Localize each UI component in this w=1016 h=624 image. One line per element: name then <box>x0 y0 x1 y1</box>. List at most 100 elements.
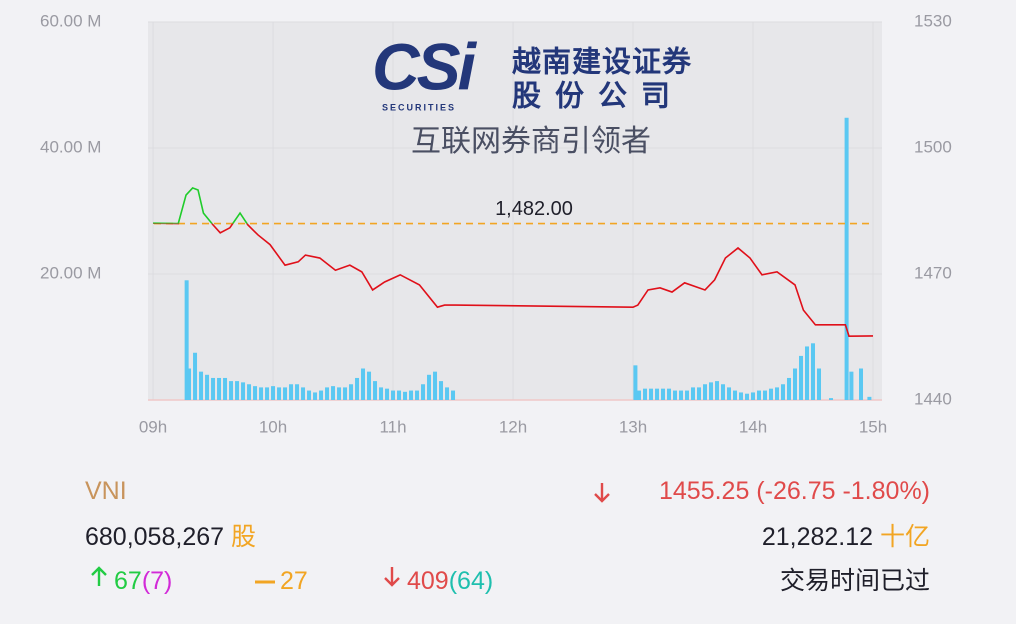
up-arrow <box>91 566 107 586</box>
logo-name: 越南建设证券 <box>512 46 692 79</box>
x-tick-label: 11h <box>379 417 406 436</box>
reference-label: 1,482.00 <box>495 198 573 220</box>
volume-bar <box>403 391 408 400</box>
volume-bar <box>331 386 336 400</box>
volume-bar <box>633 365 638 400</box>
down-arrow <box>594 483 610 503</box>
y-tick-label: 1500 <box>914 137 952 156</box>
volume-bar <box>433 371 438 400</box>
volume-bar <box>451 390 456 400</box>
turnover: 21,282.12 十亿 <box>762 522 930 552</box>
volume-bar <box>661 388 666 400</box>
volume-bar <box>685 390 690 400</box>
index-name: VNI <box>85 477 127 505</box>
volume-bar <box>223 377 228 400</box>
volume-bar <box>421 384 426 400</box>
x-tick-label: 09h <box>139 417 167 436</box>
index-change: 1455.25 (-26.75 -1.80%) <box>658 477 930 505</box>
volume-bar <box>859 368 864 400</box>
volume-bar <box>247 384 252 400</box>
volume-bar <box>319 390 324 400</box>
volume-bar <box>709 382 714 400</box>
volume-bar <box>844 117 849 400</box>
advances-count: 67 <box>114 567 142 595</box>
status: 交易时间已过 <box>779 567 930 595</box>
volume-bar <box>325 387 330 400</box>
volume-bar <box>307 390 312 400</box>
volume-bar <box>811 343 816 400</box>
volume-bar <box>745 393 750 400</box>
volume-bar <box>193 352 198 400</box>
volume-bar <box>445 387 450 400</box>
volume-bar <box>727 387 732 400</box>
volume-bar <box>721 384 726 400</box>
plot-area <box>148 22 882 400</box>
volume-bar <box>649 388 654 400</box>
volume-bar <box>205 374 210 400</box>
advances: 67(7) <box>114 566 172 596</box>
volume-bar <box>643 388 648 400</box>
y2-tick-label: 20.00 M <box>40 263 101 282</box>
volume-bar <box>361 368 366 400</box>
declines-count: 409 <box>407 567 449 595</box>
volume-bar <box>805 346 810 400</box>
volume-bar <box>867 396 872 400</box>
volume-bar <box>799 355 804 400</box>
volume-bar <box>733 390 738 400</box>
unchanged: 27 <box>280 567 308 595</box>
volume-bar <box>265 387 270 400</box>
volume-bar <box>655 388 660 400</box>
volume-bar <box>385 388 390 400</box>
volume-bar <box>817 368 822 400</box>
logo-tagline: SECURITIES <box>382 102 456 112</box>
volume-bar <box>781 384 786 400</box>
turnover-value: 21,282.12 <box>761 523 874 551</box>
x-tick-label: 12h <box>499 417 527 436</box>
logo-name: 股份公司 <box>512 80 684 113</box>
volume-bar <box>409 390 414 400</box>
y-tick-label: 1440 <box>914 389 952 408</box>
volume-bar <box>259 387 264 400</box>
volume-bar <box>793 368 798 400</box>
volume-bar <box>673 390 678 400</box>
volume-bar <box>217 377 222 400</box>
volume-bar <box>349 384 354 400</box>
volume-bar <box>439 381 444 400</box>
y-tick-label: 1530 <box>914 11 952 30</box>
volume-bar <box>763 390 768 400</box>
volume-bar <box>301 387 306 400</box>
flat-dash <box>255 580 275 584</box>
volume-bar <box>751 392 756 400</box>
volume-bar <box>229 381 234 400</box>
volume-bar <box>427 374 432 400</box>
volume-bar <box>667 388 672 400</box>
volume-bar <box>313 392 318 400</box>
volume: 680,058,267 股 <box>85 522 256 552</box>
volume-bar <box>337 387 342 400</box>
y-tick-label: 1470 <box>914 263 952 282</box>
volume-bar <box>849 371 854 400</box>
volume-bar <box>775 387 780 400</box>
volume-bar <box>397 390 402 400</box>
y2-tick-label: 40.00 M <box>40 137 101 156</box>
logo-mark: CSi <box>372 29 478 103</box>
volume-bar <box>373 381 378 400</box>
volume-bar <box>343 387 348 400</box>
y2-tick-label: 60.00 M <box>40 11 101 30</box>
volume-bar <box>697 387 702 400</box>
volume-bar <box>289 384 294 400</box>
volume-unit: 股 <box>230 523 256 551</box>
volume-bar <box>253 386 258 400</box>
advances-ceiling: (7) <box>141 567 173 595</box>
volume-bar <box>379 387 384 400</box>
down-arrow <box>384 567 400 587</box>
volume-bar <box>739 392 744 400</box>
volume-bar <box>715 381 720 400</box>
volume-bar <box>184 280 189 400</box>
volume-bar <box>271 386 276 400</box>
volume-bar <box>691 387 696 400</box>
x-tick-label: 15h <box>859 417 887 436</box>
logo-slogan: 互联网券商引领者 <box>411 125 651 158</box>
volume-bar <box>703 384 708 400</box>
